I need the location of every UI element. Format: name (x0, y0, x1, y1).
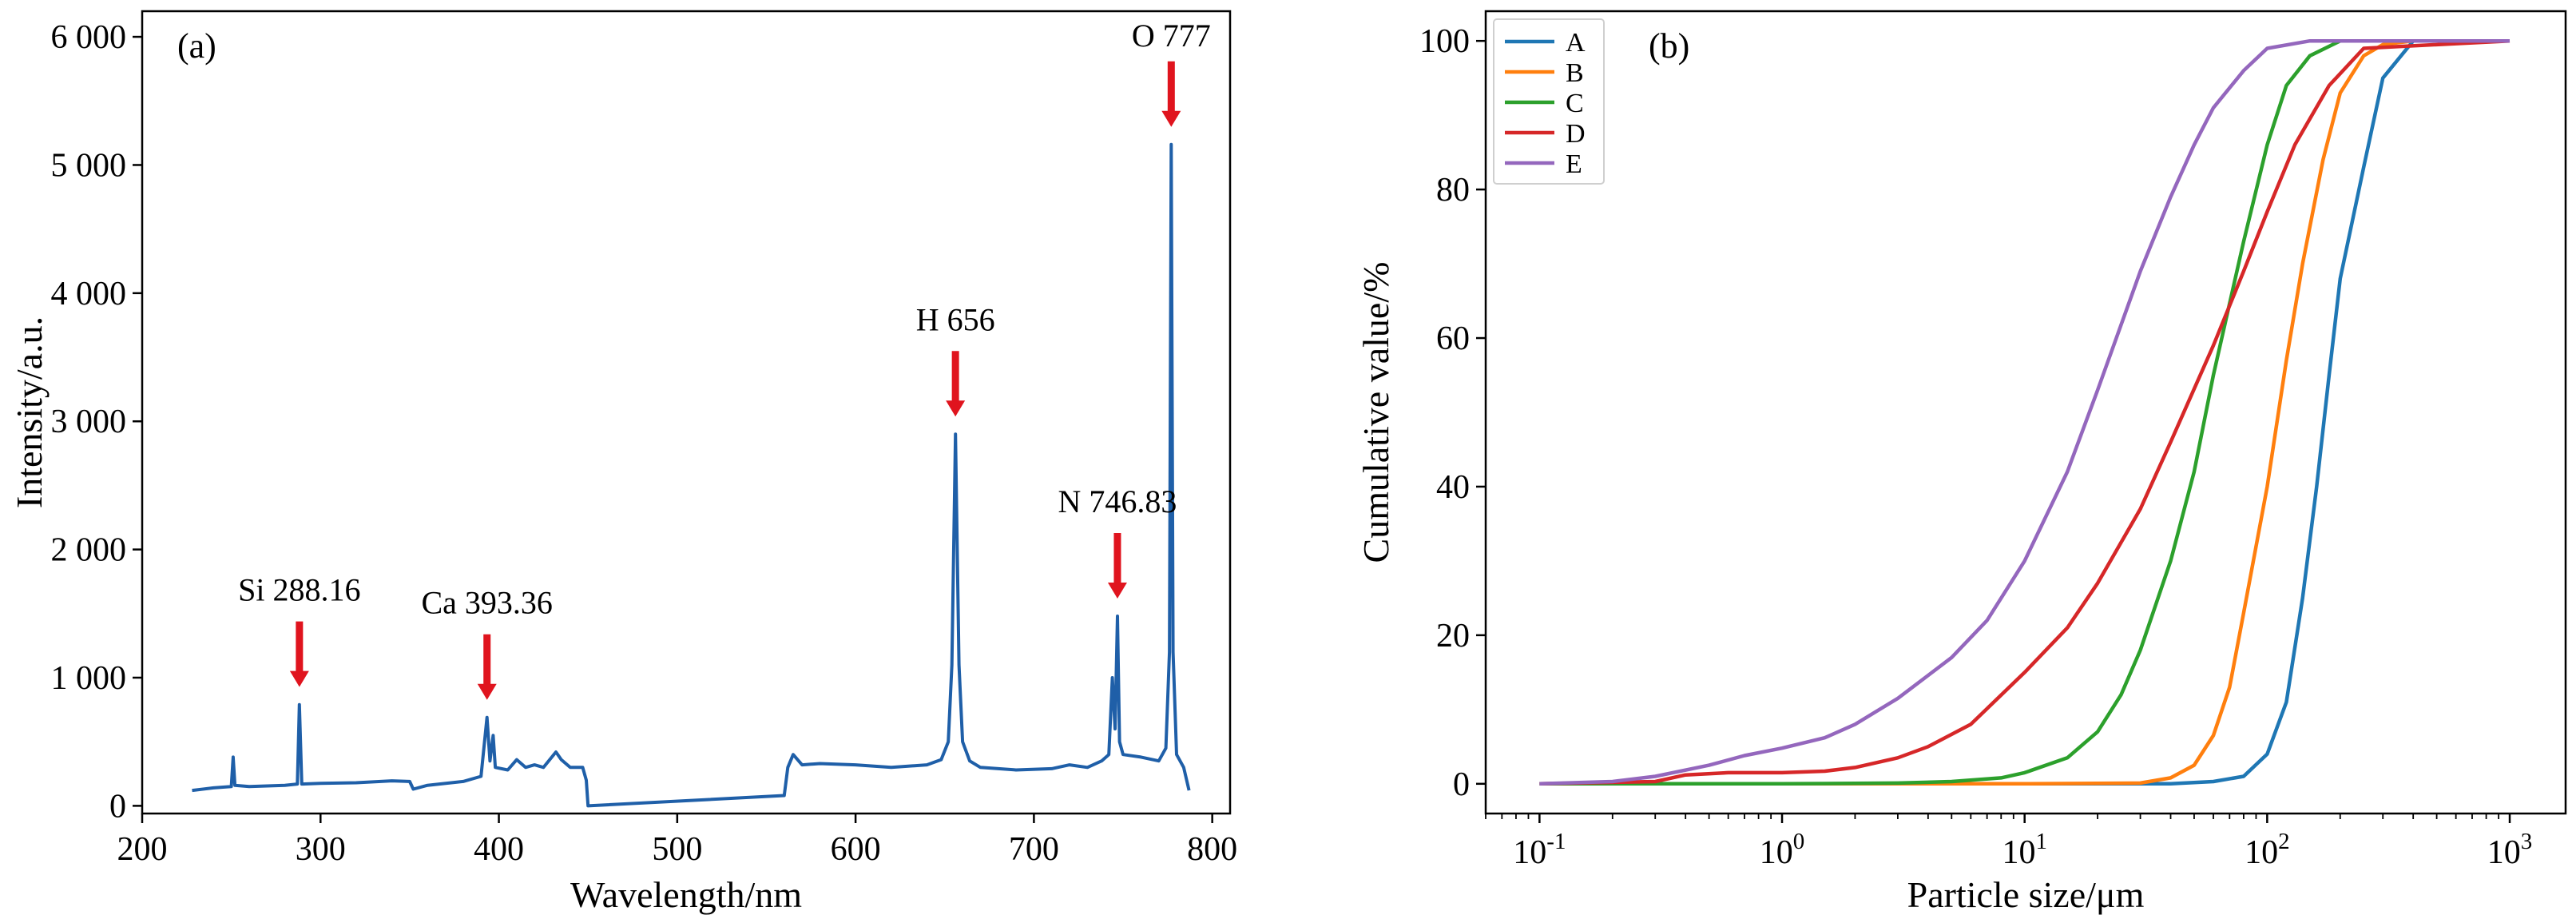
spectrum-line (192, 142, 1191, 808)
x-tick-label-a: 300 (296, 831, 346, 868)
peak-arrow-head (477, 683, 497, 700)
x-tick-label-a: 500 (652, 831, 702, 868)
x-tick-label-base: 10 (1760, 834, 1793, 871)
y-tick-label-a: 5 000 (51, 147, 127, 184)
series-line-c (1539, 38, 2510, 786)
plot-frame-a (141, 10, 1232, 815)
y-tick-label-a: 2 000 (51, 532, 127, 569)
x-tick-label-a: 400 (474, 831, 524, 868)
series-line-e (1539, 38, 2510, 786)
x-tick-label-base: 10 (2487, 834, 2521, 871)
x-tick-label-exponent: -1 (1546, 829, 1566, 854)
x-tick-label-base: 10 (1513, 834, 1546, 871)
peak-label: O 777 (1132, 18, 1211, 54)
x-tick-label-exponent: 2 (2278, 829, 2290, 854)
y-tick-label-a: 6 000 (51, 19, 127, 56)
legend-label: A (1566, 28, 1586, 58)
y-axis-title-b: Cumulative value/% (1355, 262, 1396, 563)
legend-label: C (1566, 89, 1584, 118)
y-tick-label-b: 100 (1419, 23, 1470, 60)
x-tick-label-a: 200 (117, 831, 168, 868)
y-axis-title-a: Intensity/a.u. (9, 316, 50, 508)
x-tick-label-b: 103 (2487, 829, 2533, 871)
x-tick-label-b: 102 (2245, 829, 2290, 871)
peak-arrow-head (289, 670, 309, 687)
y-tick-label-b: 40 (1436, 469, 1470, 506)
y-tick-label-b: 20 (1436, 618, 1470, 654)
y-tick-label-b: 0 (1453, 766, 1470, 803)
panel-label-a: (a) (177, 26, 216, 66)
legend-label: E (1566, 149, 1582, 179)
peak-label: Si 288.16 (238, 572, 360, 608)
x-axis-title-b: Particle size/μm (1907, 874, 2145, 915)
peak-arrow-head (1161, 110, 1181, 127)
plot-frame-b (1484, 10, 2567, 815)
x-tick-label-b: 100 (1760, 829, 1805, 871)
y-tick-label-b: 60 (1436, 320, 1470, 357)
x-tick-label-a: 800 (1187, 831, 1237, 868)
y-tick-label-a: 4 000 (51, 276, 127, 312)
x-tick-label-exponent: 0 (1793, 829, 1805, 854)
x-tick-label-b: 101 (2002, 829, 2047, 871)
x-tick-label-b: 10-1 (1513, 829, 1566, 871)
x-tick-label-base: 10 (2245, 834, 2278, 871)
series-line-b (1539, 38, 2510, 786)
y-tick-label-a: 0 (109, 788, 126, 825)
y-tick-label-a: 1 000 (51, 660, 127, 697)
x-axis-title-a: Wavelength/nm (570, 874, 802, 915)
peak-label: H 656 (916, 301, 995, 337)
peak-arrow-head (1107, 583, 1127, 599)
peak-label: N 746.83 (1058, 483, 1177, 519)
series-line-d (1539, 38, 2511, 786)
peak-arrow-head (946, 400, 966, 417)
legend-label: D (1566, 119, 1586, 149)
x-tick-label-exponent: 1 (2035, 829, 2047, 854)
legend-label: B (1566, 58, 1584, 88)
peak-label: Ca 393.36 (422, 585, 553, 621)
x-tick-label-a: 600 (831, 831, 881, 868)
x-tick-label-base: 10 (2002, 834, 2035, 871)
x-tick-label-a: 700 (1009, 831, 1059, 868)
y-tick-label-b: 80 (1436, 172, 1470, 209)
y-tick-label-a: 3 000 (51, 404, 127, 440)
panel-label-b: (b) (1649, 26, 1689, 66)
x-tick-label-exponent: 3 (2521, 829, 2533, 854)
